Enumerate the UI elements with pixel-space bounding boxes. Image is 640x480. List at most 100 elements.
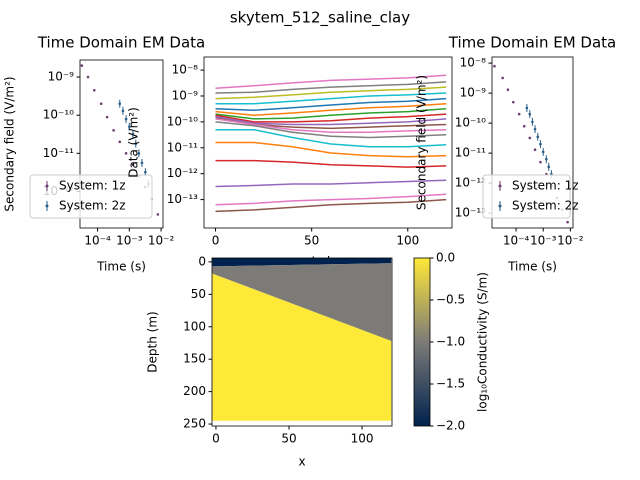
axes-title: Time Domain EM Data xyxy=(37,34,205,52)
data-point xyxy=(128,125,131,128)
data-line xyxy=(215,103,447,117)
data-point xyxy=(547,165,551,169)
y-axis-label: Depth (m) xyxy=(146,311,160,372)
y-tick-label: 200 xyxy=(183,384,206,398)
y-tick-label: 10⁻¹² xyxy=(455,176,486,190)
plot-area xyxy=(215,74,447,213)
data-line xyxy=(215,86,447,100)
data-point xyxy=(522,124,526,128)
y-tick-label: 10⁻¹³ xyxy=(167,192,198,206)
y-axis-label: Data (V/m²) xyxy=(127,107,141,178)
legend-marker-dot xyxy=(498,204,502,208)
y-axis-label: Secondary field (V/m²) xyxy=(3,76,17,211)
data-point xyxy=(134,142,138,145)
data-point xyxy=(531,120,534,124)
x-tick-label: 10⁻⁴ xyxy=(84,234,111,248)
data-line xyxy=(215,198,447,213)
y-tick-label: 10⁻¹¹ xyxy=(43,146,74,160)
data-point xyxy=(511,100,515,104)
y-tick-label: 10⁻¹¹ xyxy=(455,146,486,160)
x-tick-label: 10⁻² xyxy=(557,234,584,248)
model-cell xyxy=(212,263,392,341)
data-line xyxy=(215,159,447,168)
data-line xyxy=(215,81,447,94)
model-cell xyxy=(212,273,392,421)
data-point xyxy=(533,148,537,152)
y-tick-label: 0 xyxy=(198,254,206,268)
y-tick-label: 10⁻¹³ xyxy=(455,206,486,220)
y-tick-label: 10⁻⁸ xyxy=(172,63,199,77)
legend-label: System: 1z xyxy=(512,179,579,193)
data-point xyxy=(105,115,109,119)
x-tick-label: 10⁻⁴ xyxy=(503,234,530,248)
data-point xyxy=(539,160,542,164)
x-tick-label: 10⁻³ xyxy=(530,234,557,248)
data-point xyxy=(80,64,84,67)
data-point xyxy=(86,75,90,79)
axes-frame xyxy=(491,56,574,229)
data-point xyxy=(131,132,135,136)
y-tick-label: 10⁻¹² xyxy=(167,166,198,180)
data-point xyxy=(137,152,141,155)
x-axis-label: Time (s) xyxy=(96,260,146,274)
legend-label: System: 2z xyxy=(59,199,126,213)
data-line xyxy=(215,193,447,206)
x-tick-label: 10⁻² xyxy=(148,234,175,248)
y-tick-label: 150 xyxy=(183,352,206,366)
data-point xyxy=(566,220,569,224)
data-line xyxy=(215,128,447,148)
data-point xyxy=(506,88,510,92)
axes-title: Time Domain EM Data xyxy=(448,34,616,52)
x-axis-label: Time (s) xyxy=(507,260,557,274)
legend-label: System: 2z xyxy=(512,199,579,213)
x-tick-label: 50 xyxy=(281,432,296,446)
legend-marker-dot xyxy=(498,184,502,188)
axes-frame xyxy=(79,59,164,229)
data-point xyxy=(121,109,125,113)
data-point xyxy=(545,157,548,161)
data-point xyxy=(541,150,545,154)
y-tick-label: 100 xyxy=(183,319,206,333)
y-tick-label: 10⁻⁹ xyxy=(172,88,199,102)
legend-marker-dot xyxy=(45,184,49,188)
data-line xyxy=(215,179,447,188)
data-point xyxy=(156,213,160,216)
x-axis-label: x xyxy=(298,455,305,469)
data-line xyxy=(215,121,447,139)
x-tick-label: 50 xyxy=(304,234,319,248)
data-point xyxy=(539,142,542,146)
data-point xyxy=(533,127,537,131)
y-axis-label: Secondary field (V/m²) xyxy=(415,75,429,210)
model-cell xyxy=(212,258,392,267)
axes-frame xyxy=(203,56,453,229)
y-tick-label: 10⁻¹¹ xyxy=(167,140,198,154)
data-line xyxy=(215,115,447,126)
y-tick-label: 50 xyxy=(191,287,206,301)
y-tick-label: 10⁻⁹ xyxy=(48,70,75,84)
colorbar-tick-label: −0.5 xyxy=(436,293,465,307)
data-point xyxy=(99,102,103,106)
axes-frame xyxy=(211,257,393,427)
data-point xyxy=(124,152,128,155)
data-point xyxy=(501,76,504,80)
legend-frame xyxy=(482,174,571,219)
data-line xyxy=(215,108,447,120)
data-point xyxy=(525,106,529,110)
legend-label: System: 1z xyxy=(59,179,126,193)
data-point xyxy=(144,170,147,174)
data-line xyxy=(215,92,447,105)
y-tick-label: 10⁻¹⁰ xyxy=(167,114,198,128)
data-line xyxy=(215,118,447,133)
data-point xyxy=(517,112,521,116)
x-tick-label: 0 xyxy=(212,234,220,248)
x-tick-label: 0 xyxy=(212,432,220,446)
legend-marker-dot xyxy=(45,204,49,208)
data-point xyxy=(140,161,144,165)
data-point xyxy=(528,136,532,140)
data-point xyxy=(528,112,532,116)
colorbar-label: log₁₀Conductivity (S/m) xyxy=(476,272,490,412)
y-tick-label: 10⁻¹⁰ xyxy=(43,108,74,122)
y-tick-label: 10⁻¹⁰ xyxy=(455,116,486,130)
y-tick-label: 10⁻⁸ xyxy=(460,56,487,70)
